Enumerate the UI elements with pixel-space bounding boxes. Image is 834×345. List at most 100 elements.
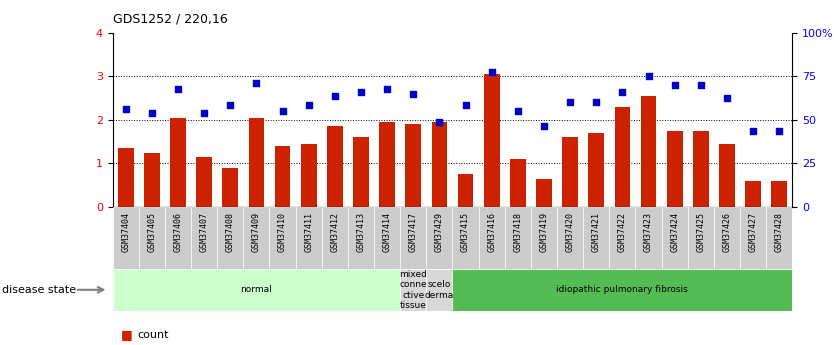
Text: GSM37408: GSM37408 — [226, 212, 234, 252]
Bar — [536, 179, 552, 207]
Text: GSM37406: GSM37406 — [173, 212, 183, 252]
Bar — [191, 207, 217, 269]
Bar — [426, 207, 452, 269]
Text: GSM37416: GSM37416 — [487, 212, 496, 252]
Point — [276, 108, 289, 114]
Text: GSM37419: GSM37419 — [540, 212, 549, 252]
Text: GSM37418: GSM37418 — [513, 212, 522, 252]
Bar — [118, 148, 133, 207]
Point — [746, 128, 760, 134]
Bar — [170, 118, 186, 207]
Point — [485, 69, 499, 75]
Bar — [400, 269, 426, 310]
Text: count: count — [138, 330, 169, 339]
Bar — [531, 207, 557, 269]
Text: GSM37417: GSM37417 — [409, 212, 418, 252]
Bar — [244, 207, 269, 269]
Point — [145, 111, 158, 116]
Point — [224, 102, 237, 107]
Text: GSM37411: GSM37411 — [304, 212, 313, 252]
Text: disease state: disease state — [2, 285, 76, 295]
Point — [668, 82, 681, 88]
Bar — [196, 157, 212, 207]
Text: mixed
conne
ctive
tissue: mixed conne ctive tissue — [399, 270, 427, 310]
Text: GSM37425: GSM37425 — [696, 212, 706, 252]
Text: normal: normal — [240, 285, 272, 294]
Bar — [353, 137, 369, 207]
Bar — [667, 131, 682, 207]
Bar — [400, 207, 426, 269]
Bar — [165, 207, 191, 269]
Text: GSM37420: GSM37420 — [565, 212, 575, 252]
Point — [198, 111, 211, 116]
Text: GSM37423: GSM37423 — [644, 212, 653, 252]
Bar — [740, 207, 766, 269]
Text: idiopathic pulmonary fibrosis: idiopathic pulmonary fibrosis — [556, 285, 688, 294]
Point — [119, 106, 133, 112]
Point — [171, 87, 184, 92]
Bar — [249, 118, 264, 207]
Bar — [771, 181, 787, 207]
Text: GSM37421: GSM37421 — [592, 212, 600, 252]
Bar — [766, 207, 792, 269]
Bar — [688, 207, 714, 269]
Bar — [379, 122, 395, 207]
Point — [249, 80, 263, 86]
Bar — [479, 207, 505, 269]
Text: GSM37413: GSM37413 — [356, 212, 365, 252]
Bar — [144, 152, 159, 207]
Bar — [431, 122, 447, 207]
Bar — [636, 207, 661, 269]
Point — [721, 95, 734, 101]
Bar — [348, 207, 374, 269]
Text: GSM37415: GSM37415 — [461, 212, 470, 252]
Point — [380, 87, 394, 92]
Point — [433, 119, 446, 125]
Point — [354, 89, 368, 94]
Bar — [113, 207, 138, 269]
Point — [615, 89, 629, 94]
Text: GDS1252 / 220,16: GDS1252 / 220,16 — [113, 12, 228, 25]
Text: GSM37407: GSM37407 — [199, 212, 208, 252]
Bar — [295, 207, 322, 269]
Point — [564, 100, 577, 105]
Bar — [374, 207, 400, 269]
Bar — [327, 126, 343, 207]
Text: GSM37428: GSM37428 — [775, 212, 784, 252]
Point — [328, 93, 341, 99]
Bar — [746, 181, 761, 207]
Bar — [426, 269, 452, 310]
Bar — [301, 144, 316, 207]
Point — [459, 102, 472, 107]
Point — [590, 100, 603, 105]
Bar — [610, 207, 636, 269]
Text: GSM37405: GSM37405 — [148, 212, 156, 252]
Bar — [641, 96, 656, 207]
Bar — [138, 207, 165, 269]
Text: GSM37424: GSM37424 — [671, 212, 679, 252]
Bar — [223, 168, 238, 207]
Bar — [505, 207, 531, 269]
Text: GSM37410: GSM37410 — [278, 212, 287, 252]
Text: ■: ■ — [121, 328, 137, 341]
Bar — [661, 207, 688, 269]
Text: GSM37426: GSM37426 — [722, 212, 731, 252]
Bar — [217, 207, 244, 269]
Bar — [452, 207, 479, 269]
Text: GSM37412: GSM37412 — [330, 212, 339, 252]
Text: GSM37429: GSM37429 — [435, 212, 444, 252]
Bar — [274, 146, 290, 207]
Point — [694, 82, 707, 88]
Text: GSM37422: GSM37422 — [618, 212, 627, 252]
Bar — [719, 144, 735, 207]
Text: GSM37404: GSM37404 — [121, 212, 130, 252]
Bar — [562, 137, 578, 207]
Text: GSM37409: GSM37409 — [252, 212, 261, 252]
Point — [406, 91, 420, 97]
Bar — [322, 207, 348, 269]
Bar — [484, 74, 500, 207]
Point — [772, 128, 786, 134]
Bar — [615, 107, 631, 207]
Point — [511, 108, 525, 114]
Text: GSM37427: GSM37427 — [749, 212, 757, 252]
